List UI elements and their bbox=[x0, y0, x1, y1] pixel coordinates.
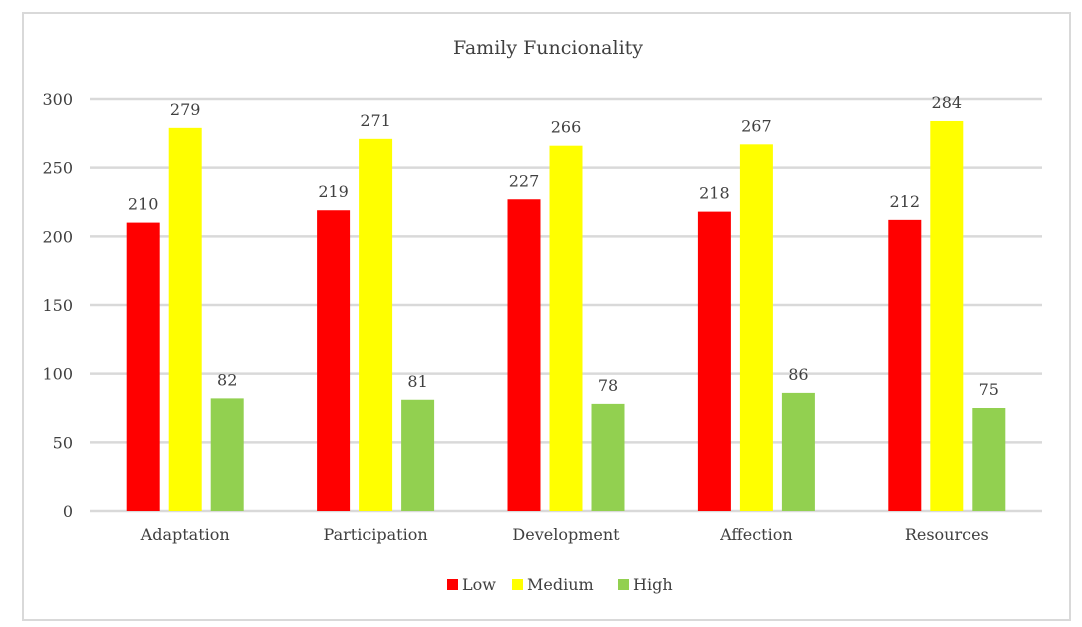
bar-low-adaptation bbox=[126, 222, 160, 511]
bar-low-development bbox=[507, 199, 541, 511]
y-tick-label: 250 bbox=[42, 159, 73, 178]
legend-swatch-low bbox=[447, 579, 458, 590]
data-label: 218 bbox=[699, 184, 730, 203]
data-label: 86 bbox=[788, 365, 808, 384]
y-axis-ticks: 0 50 100 150 200 250 300 bbox=[42, 90, 73, 521]
x-category-label: Adaptation bbox=[140, 525, 230, 544]
data-label: 267 bbox=[741, 116, 772, 135]
bar-low-resources bbox=[888, 219, 922, 511]
y-tick-label: 100 bbox=[42, 365, 73, 384]
data-label: 266 bbox=[551, 118, 582, 137]
y-tick-label: 0 bbox=[63, 502, 73, 521]
data-labels: 210 279 82 219 271 81 227 266 78 218 267 86 212 284 75 bbox=[128, 93, 999, 399]
legend: Low Medium High bbox=[447, 575, 673, 594]
data-label: 227 bbox=[509, 171, 540, 190]
data-label: 219 bbox=[318, 182, 349, 201]
bar-low-affection bbox=[697, 211, 731, 511]
bar-low-participation bbox=[317, 210, 351, 512]
y-tick-label: 150 bbox=[42, 296, 73, 315]
bar-high-participation bbox=[401, 399, 435, 511]
legend-label: High bbox=[633, 575, 673, 594]
bar-high-resources bbox=[972, 408, 1006, 511]
bar-medium-adaptation bbox=[168, 127, 202, 511]
legend-label: Low bbox=[462, 575, 496, 594]
chart-title: Family Funcionality bbox=[453, 37, 643, 59]
legend-label: Medium bbox=[527, 575, 594, 594]
data-label: 75 bbox=[979, 380, 999, 399]
bar-medium-resources bbox=[930, 120, 964, 512]
bar-high-development bbox=[591, 403, 625, 511]
bar-medium-affection bbox=[739, 144, 773, 511]
data-label: 210 bbox=[128, 195, 159, 214]
bar-medium-participation bbox=[359, 138, 393, 511]
legend-swatch-high bbox=[618, 579, 629, 590]
x-category-label: Participation bbox=[324, 525, 428, 544]
y-tick-label: 300 bbox=[42, 90, 73, 109]
y-tick-label: 200 bbox=[42, 227, 73, 246]
data-label: 271 bbox=[360, 111, 391, 130]
data-label: 279 bbox=[170, 100, 201, 119]
legend-swatch-medium bbox=[512, 579, 523, 590]
bar-medium-development bbox=[549, 145, 583, 511]
x-category-label: Resources bbox=[905, 525, 989, 544]
bar-high-adaptation bbox=[210, 398, 244, 511]
bars bbox=[126, 120, 1006, 512]
x-category-label: Development bbox=[512, 525, 620, 544]
x-axis-categories: Adaptation Participation Development Affect… bbox=[140, 525, 989, 544]
data-label: 82 bbox=[217, 370, 237, 389]
x-category-label: Affection bbox=[719, 525, 793, 544]
data-label: 81 bbox=[407, 372, 427, 391]
data-label: 284 bbox=[932, 93, 963, 112]
y-tick-label: 50 bbox=[53, 433, 73, 452]
data-label: 78 bbox=[598, 376, 618, 395]
data-label: 212 bbox=[890, 192, 921, 211]
bar-high-affection bbox=[781, 392, 815, 511]
